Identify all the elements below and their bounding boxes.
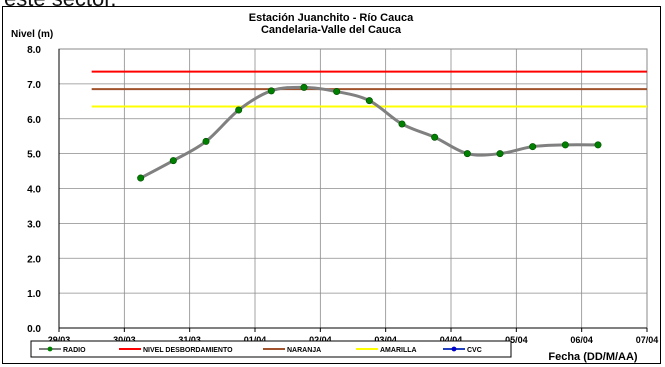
y-tick-label: 5.0 (27, 150, 41, 161)
radio-data-point (169, 157, 177, 165)
tick-labels: 0.0 1.0 2.0 3.0 4.0 5.0 6.0 7.0 8.0 29/03 30/03 31/… (27, 45, 658, 345)
grid-layer (58, 48, 648, 332)
x-tick-label: 04/04 (440, 335, 463, 345)
radio-data-point (333, 88, 341, 96)
x-tick-label: 30/03 (113, 335, 136, 345)
radio-data-point (398, 120, 406, 128)
y-tick-label: 7.0 (27, 80, 41, 91)
y-tick-label: 3.0 (27, 219, 41, 230)
series-layer (91, 70, 647, 182)
y-tick-label: 6.0 (27, 115, 41, 126)
radio-data-point (594, 141, 602, 149)
legend: RADIO NIVEL DESBORDAMIENTO NARANJA AMARILLA… (30, 340, 512, 358)
y-tick-label: 8.0 (27, 45, 41, 56)
y-tick-label: 2.0 (27, 254, 41, 265)
radio-data-point (235, 106, 243, 114)
legend-label: NIVEL DESBORDAMIENTO (143, 347, 233, 354)
legend-swatch-marker (47, 346, 53, 352)
legend-label: CVC (467, 347, 482, 354)
radio-data-point (137, 174, 145, 182)
chart-title: Estación Juanchito - Río Cauca (249, 12, 414, 24)
x-tick-label: 06/04 (570, 335, 593, 345)
x-tick-label: 03/04 (374, 335, 397, 345)
x-tick-label: 05/04 (505, 335, 528, 345)
x-tick-label: 29/03 (48, 335, 71, 345)
radio-data-point (561, 141, 569, 149)
page-heading-fragment: este sector. (4, 0, 117, 12)
y-tick-label: 4.0 (27, 185, 41, 196)
x-tick-label: 02/04 (309, 335, 332, 345)
radio-data-point (202, 137, 210, 145)
x-axis-label: Fecha (DD/M/AA) (548, 351, 638, 363)
radio-data-point (529, 143, 537, 151)
chart-subtitle: Candelaria-Valle del Cauca (261, 24, 402, 36)
radio-data-point (463, 150, 471, 158)
x-tick-label: 01/04 (244, 335, 267, 345)
y-tick-label: 1.0 (27, 289, 41, 300)
radio-data-point (267, 87, 275, 95)
legend-label: RADIO (63, 347, 86, 354)
y-axis-label: Nivel (m) (11, 29, 53, 40)
radio-data-point (496, 150, 504, 158)
x-tick-label: 07/04 (636, 335, 659, 345)
chart-frame: Estación Juanchito - Río Cauca Candelari… (2, 6, 661, 364)
river-level-chart: Estación Juanchito - Río Cauca Candelari… (11, 12, 658, 363)
x-tick-label: 31/03 (178, 335, 201, 345)
radio-data-point (365, 97, 373, 105)
legend-swatch-marker (451, 346, 457, 352)
legend-label: AMARILLA (380, 347, 417, 354)
legend-label: NARANJA (287, 347, 321, 354)
radio-data-point (300, 83, 308, 91)
y-tick-label: 0.0 (27, 324, 41, 335)
radio-data-point (431, 133, 439, 141)
